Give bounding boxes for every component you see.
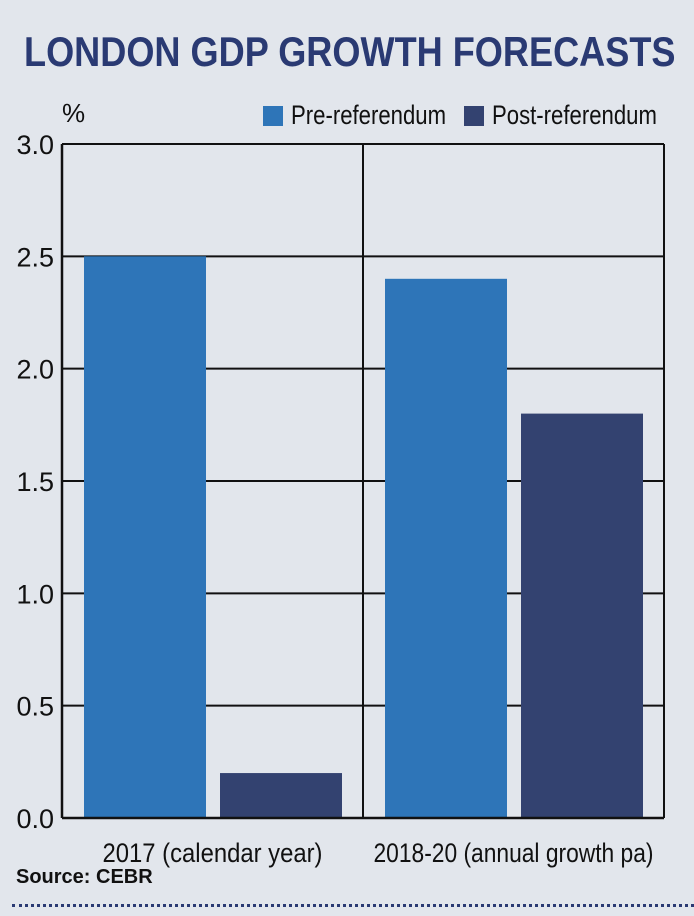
legend-swatch-post-referendum	[464, 105, 484, 126]
legend-item-pre-referendum: Pre-referendum	[263, 100, 454, 131]
chart-title: LONDON GDP GROWTH FORECASTS	[24, 28, 676, 75]
legend-item-post-referendum: Post-referendum	[464, 100, 666, 131]
x-tick-label: 2017 (calendar year)	[103, 838, 323, 868]
source-note: Source: CEBR	[16, 866, 153, 888]
bar-post-referendum-1	[521, 413, 643, 818]
y-tick-label: 3.0	[16, 130, 54, 160]
legend: Pre-referendum Post-referendum	[253, 100, 666, 131]
bar-pre-referendum-1	[385, 278, 507, 818]
y-tick-label: 0.5	[16, 692, 54, 722]
bar-post-referendum-0	[220, 773, 342, 818]
y-axis-unit-label: %	[62, 98, 86, 128]
y-tick-label: 1.5	[16, 467, 54, 497]
y-tick-label: 1.0	[16, 579, 54, 609]
x-tick-label: 2018-20 (annual growth pa)	[374, 838, 654, 868]
bar-pre-referendum-0	[84, 256, 206, 818]
y-tick-label: 2.5	[16, 242, 54, 272]
legend-swatch-pre-referendum	[263, 105, 283, 126]
legend-label-post-referendum: Post-referendum	[492, 100, 657, 130]
footer-dotted-rule	[12, 904, 694, 907]
y-tick-label: 2.0	[16, 355, 54, 385]
y-tick-label: 0.0	[16, 804, 54, 834]
legend-label-pre-referendum: Pre-referendum	[291, 100, 447, 130]
